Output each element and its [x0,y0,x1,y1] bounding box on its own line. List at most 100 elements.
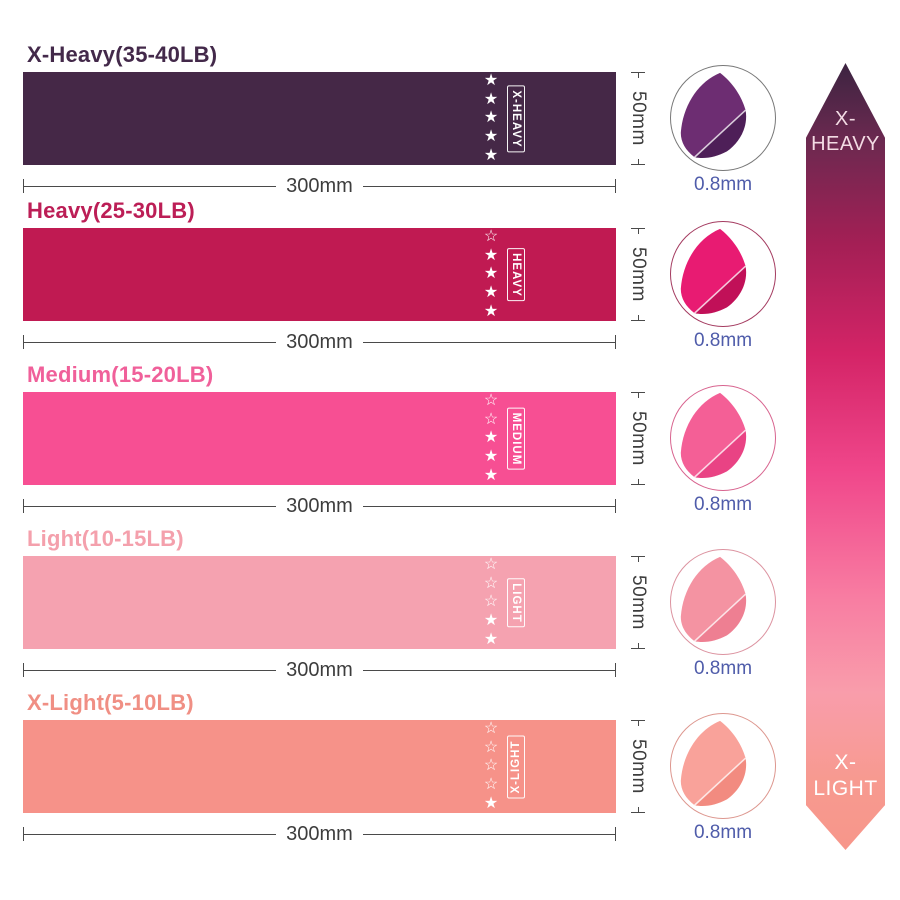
width-dimension: 300mm [23,659,617,681]
strength-gradient-arrow: X- HEAVY X- LIGHT [806,63,885,850]
dimension-tick-right [615,827,617,841]
thickness-detail: 0.8mm [670,713,776,844]
folded-band-icon [680,392,747,478]
band-swatch: ☆ ☆ ★ ★ ★ MEDIUM [23,392,616,485]
band-strength-label: X-HEAVY [507,84,525,153]
width-dimension: 300mm [23,824,617,844]
star-icon: ☆ [483,593,499,611]
band-swatch: ☆ ☆ ☆ ★ ★ LIGHT [23,556,616,649]
width-dimension-label: 300mm [286,495,353,517]
dimension-line [362,505,616,507]
dimension-line [362,341,616,343]
star-rating: ★ ★ ★ ★ ★ [478,72,504,165]
band-strength-label: HEAVY [507,247,525,302]
star-icon: ☆ [483,392,499,410]
band-title: Medium(15-20LB) [27,362,214,387]
band-title: Heavy(25-30LB) [27,198,195,223]
dimension-tick-top [631,556,645,562]
star-rating: ☆ ☆ ☆ ☆ ★ [478,720,504,813]
height-dimension: 50mm [623,228,653,321]
dimension-tick-right [615,335,617,349]
band-strength-label: LIGHT [507,577,525,628]
dimension-tick-bottom [631,158,645,165]
star-icon: ★ [483,265,499,283]
height-dimension: 50mm [623,556,653,649]
dimension-tick-left [23,827,24,841]
folded-band-icon [680,556,747,642]
thickness-label: 0.8mm [693,822,753,843]
arrow-bottom-label-line1: X- [834,750,857,774]
band-wrap: ☆ ☆ ★ ★ ★ MEDIUM 50mm [23,392,649,485]
band-row: Light(10-15LB) ☆ ☆ ☆ ★ ★ LIGHT 50mm 300mm [23,526,883,681]
star-icon: ☆ [483,757,499,775]
band-strength-label: X-LIGHT [507,735,525,798]
dimension-line [24,505,277,507]
height-dimension: 50mm [623,392,653,485]
star-icon: ★ [483,128,499,146]
dimension-line [362,833,616,835]
thickness-detail: 0.8mm [670,65,776,196]
width-dimension: 300mm [23,175,617,197]
star-icon: ★ [483,90,499,108]
dimension-line [24,669,277,671]
dimension-tick-left [23,335,24,349]
star-icon: ☆ [483,776,499,794]
dimension-line [24,341,277,343]
folded-band-icon [680,228,747,314]
dimension-tick-bottom [631,314,645,321]
star-icon: ☆ [483,720,499,738]
star-icon: ★ [483,630,499,648]
star-rating: ☆ ☆ ☆ ★ ★ [478,556,504,649]
star-icon: ★ [483,109,499,127]
arrow-top-label-line2: HEAVY [811,133,880,155]
star-icon: ★ [483,146,499,164]
band-wrap: ★ ★ ★ ★ ★ X-HEAVY 50mm [23,72,649,165]
dimension-line [362,669,616,671]
star-icon: ★ [483,448,499,466]
band-row: X-Light(5-10LB) ☆ ☆ ☆ ☆ ★ X-LIGHT 50mm 300mm [23,690,883,844]
dimension-tick-left [23,663,24,677]
width-dimension-label: 300mm [286,175,353,197]
thickness-label: 0.8mm [693,174,753,195]
star-icon: ☆ [483,574,499,592]
band-wrap: ☆ ☆ ☆ ★ ★ LIGHT 50mm [23,556,649,649]
band-swatch: ☆ ☆ ☆ ☆ ★ X-LIGHT [23,720,616,813]
width-dimension: 300mm [23,331,617,353]
band-swatch: ★ ★ ★ ★ ★ X-HEAVY [23,72,616,165]
thickness-detail: 0.8mm [670,549,776,680]
star-icon: ★ [483,612,499,630]
width-dimension-label: 300mm [286,659,353,681]
width-dimension-label: 300mm [286,331,353,353]
folded-band-photo [670,549,776,655]
dimension-line [24,185,277,187]
arrow-top-label: X- HEAVY [806,107,885,157]
band-row: Medium(15-20LB) ☆ ☆ ★ ★ ★ MEDIUM 50mm 300mm [23,362,883,517]
star-icon: ★ [483,284,499,302]
thickness-detail: 0.8mm [670,221,776,352]
star-icon: ★ [483,246,499,264]
dimension-tick-left [23,179,24,193]
dimension-tick-top [631,392,645,398]
star-icon: ☆ [483,738,499,756]
star-icon: ★ [483,72,499,90]
folded-band-photo [670,385,776,491]
height-dimension: 50mm [623,72,653,165]
star-icon: ★ [483,466,499,484]
band-row: Heavy(25-30LB) ☆ ★ ★ ★ ★ HEAVY 50mm 300mm [23,198,883,353]
dimension-tick-right [615,499,617,513]
band-row: X-Heavy(35-40LB) ★ ★ ★ ★ ★ X-HEAVY 50mm 300m… [23,42,883,197]
height-dimension-label: 50mm [628,247,649,302]
band-swatch: ☆ ★ ★ ★ ★ HEAVY [23,228,616,321]
height-dimension-label: 50mm [628,739,649,794]
dimension-tick-right [615,663,617,677]
star-icon: ☆ [483,228,499,246]
folded-band-photo [670,713,776,819]
thickness-label: 0.8mm [693,330,753,351]
band-wrap: ☆ ☆ ☆ ☆ ★ X-LIGHT 50mm [23,720,649,813]
dimension-tick-top [631,720,645,726]
height-dimension-label: 50mm [628,411,649,466]
star-icon: ☆ [483,556,499,574]
folded-band-photo [670,65,776,171]
band-title: X-Heavy(35-40LB) [27,42,218,67]
thickness-detail: 0.8mm [670,385,776,516]
